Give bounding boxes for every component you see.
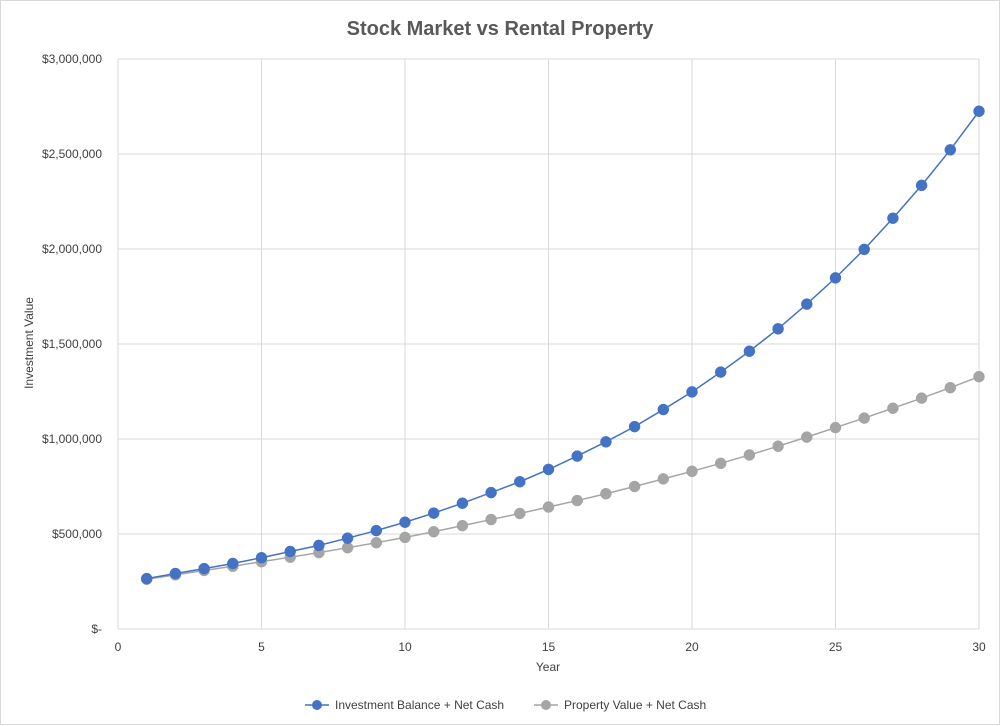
data-point bbox=[571, 494, 583, 507]
y-tick-labels: $- $500,000 $1,000,000 $1,500,000 $2,000,000… bbox=[42, 52, 102, 636]
data-point bbox=[801, 298, 813, 310]
data-point bbox=[772, 323, 784, 335]
data-point bbox=[915, 179, 928, 192]
data-point bbox=[341, 532, 354, 544]
data-point bbox=[743, 449, 756, 461]
x-tick-label: 10 bbox=[398, 640, 412, 654]
y-tick-label: $500,000 bbox=[52, 527, 102, 541]
data-point bbox=[915, 392, 928, 404]
y-tick-label: $1,000,000 bbox=[42, 432, 102, 446]
data-point bbox=[600, 436, 612, 448]
data-point bbox=[169, 567, 182, 580]
data-point bbox=[686, 386, 698, 398]
data-point bbox=[973, 105, 985, 117]
data-point bbox=[887, 402, 899, 414]
data-point bbox=[514, 507, 526, 520]
data-point bbox=[370, 536, 383, 549]
data-point bbox=[571, 450, 583, 462]
data-point bbox=[657, 473, 670, 485]
data-point bbox=[829, 421, 842, 434]
data-point bbox=[743, 345, 756, 357]
data-point bbox=[829, 272, 842, 284]
data-point bbox=[198, 562, 210, 575]
x-tick-label: 5 bbox=[258, 640, 265, 654]
x-axis-title: Year bbox=[536, 660, 560, 674]
data-point bbox=[485, 513, 497, 526]
series-2 bbox=[140, 370, 985, 585]
data-point bbox=[456, 519, 469, 532]
data-point bbox=[284, 545, 296, 558]
legend-swatch-marker bbox=[541, 700, 551, 710]
data-point bbox=[427, 507, 440, 519]
data-point bbox=[714, 366, 727, 378]
series-layer bbox=[140, 105, 985, 585]
data-point bbox=[399, 531, 411, 544]
data-point bbox=[772, 440, 784, 452]
x-tick-label: 0 bbox=[115, 640, 122, 654]
data-point bbox=[542, 463, 555, 476]
y-tick-label: $- bbox=[91, 622, 102, 636]
data-point bbox=[801, 431, 813, 443]
data-point bbox=[255, 552, 268, 564]
data-point bbox=[944, 144, 957, 156]
data-point bbox=[686, 465, 698, 478]
legend-item: Property Value + Net Cash bbox=[534, 698, 706, 712]
data-point bbox=[973, 370, 985, 383]
data-point bbox=[858, 243, 870, 256]
data-point bbox=[313, 539, 325, 552]
data-point bbox=[485, 486, 497, 499]
x-tick-label: 25 bbox=[829, 640, 843, 654]
data-point bbox=[944, 381, 957, 394]
x-tick-labels: 0 5 10 15 20 25 30 bbox=[115, 640, 986, 654]
data-point bbox=[227, 557, 239, 570]
series-1 bbox=[140, 105, 985, 585]
data-point bbox=[628, 420, 641, 433]
x-tick-label: 30 bbox=[972, 640, 986, 654]
series-line bbox=[146, 375, 980, 580]
y-tick-label: $2,500,000 bbox=[42, 147, 102, 161]
data-point bbox=[456, 497, 469, 509]
data-point bbox=[657, 403, 670, 416]
legend-swatch-marker bbox=[312, 700, 322, 710]
data-point bbox=[628, 480, 641, 493]
chart-title: Stock Market vs Rental Property bbox=[347, 18, 655, 40]
x-tick-label: 20 bbox=[685, 640, 699, 654]
data-point bbox=[600, 487, 612, 500]
y-tick-label: $1,500,000 bbox=[42, 337, 102, 351]
data-point bbox=[370, 524, 383, 537]
legend-label: Investment Balance + Net Cash bbox=[335, 698, 504, 712]
legend-item: Investment Balance + Net Cash bbox=[305, 698, 504, 712]
data-point bbox=[399, 516, 411, 528]
gridlines bbox=[117, 58, 980, 630]
data-point bbox=[427, 525, 440, 538]
data-point bbox=[140, 572, 153, 585]
x-tick-label: 15 bbox=[542, 640, 556, 654]
data-point bbox=[514, 476, 526, 488]
y-axis-title: Investment Value bbox=[22, 297, 36, 389]
data-point bbox=[542, 501, 555, 513]
data-point bbox=[887, 212, 899, 224]
data-point bbox=[858, 412, 870, 424]
legend-label: Property Value + Net Cash bbox=[564, 698, 706, 712]
y-tick-label: $2,000,000 bbox=[42, 242, 102, 256]
y-tick-label: $3,000,000 bbox=[42, 52, 102, 66]
legend: Investment Balance + Net Cash Property Va… bbox=[305, 698, 706, 712]
series-line bbox=[146, 110, 980, 580]
data-point bbox=[714, 457, 727, 470]
